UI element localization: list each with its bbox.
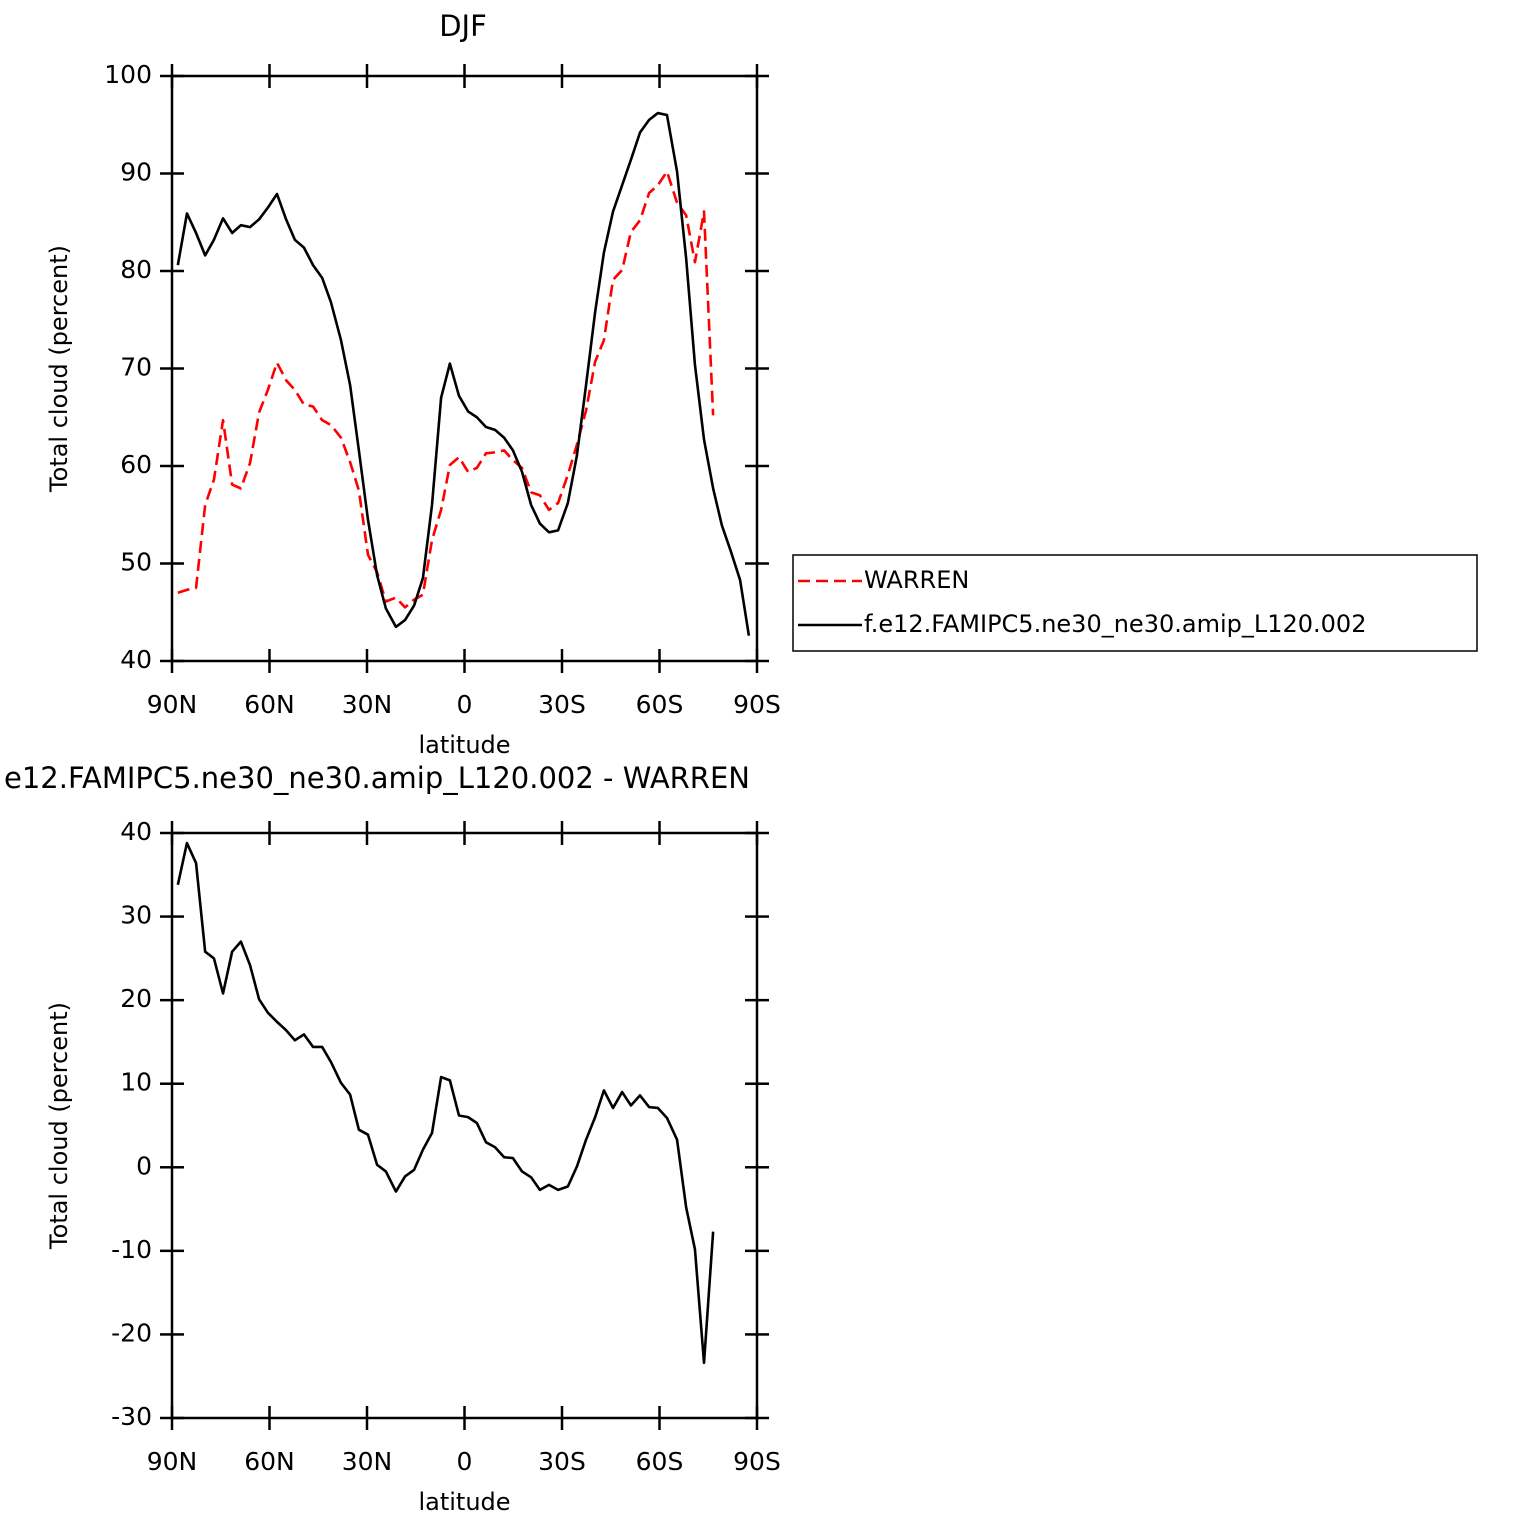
data-line [177,170,715,609]
x-axis-label: latitude [418,1488,510,1516]
y-tick-label: -10 [111,1235,152,1264]
y-tick-label: 100 [104,60,152,89]
x-axis-label: latitude [418,731,510,759]
plot-frame [170,831,759,1420]
y-tick-label: 90 [120,158,152,187]
x-tick-label: 60N [244,690,295,719]
y-tick-label: 0 [136,1151,152,1180]
x-tick-label: 30S [538,1447,586,1476]
data-line [176,111,751,636]
x-tick-label: 30N [342,1447,393,1476]
y-tick-label: 60 [120,450,152,479]
legend-label: WARREN [864,566,969,594]
x-tick-label: 90N [147,690,198,719]
x-tick-label: 90S [733,1447,781,1476]
y-tick-label: 10 [120,1068,152,1097]
chart-title: DJF [439,9,487,43]
x-tick-label: 90N [147,1447,198,1476]
y-tick-label: 50 [120,548,152,577]
y-axis-label: Total cloud (percent) [45,1002,73,1250]
x-tick-label: 60S [636,1447,684,1476]
x-tick-label: 0 [457,1447,473,1476]
plot-frame [170,74,759,663]
y-tick-label: 40 [120,817,152,846]
legend-label: f.e12.FAMIPC5.ne30_ne30.amip_L120.002 [864,610,1366,638]
x-tick-label: 60S [636,690,684,719]
x-tick-label: 30S [538,690,586,719]
x-tick-label: 30N [342,690,393,719]
y-tick-label: 40 [120,645,152,674]
x-tick-label: 60N [244,1447,295,1476]
chart-title: e12.FAMIPC5.ne30_ne30.amip_L120.002 - WA… [4,761,750,795]
x-tick-label: 0 [457,690,473,719]
y-tick-label: 80 [120,255,152,284]
data-line [176,841,715,1365]
y-tick-label: -30 [111,1402,152,1431]
y-tick-label: 20 [120,984,152,1013]
x-tick-label: 90S [733,690,781,719]
y-tick-label: -20 [111,1318,152,1347]
y-tick-label: 30 [120,901,152,930]
y-axis-label: Total cloud (percent) [45,245,73,493]
legend-box [792,554,1478,652]
y-tick-label: 70 [120,353,152,382]
